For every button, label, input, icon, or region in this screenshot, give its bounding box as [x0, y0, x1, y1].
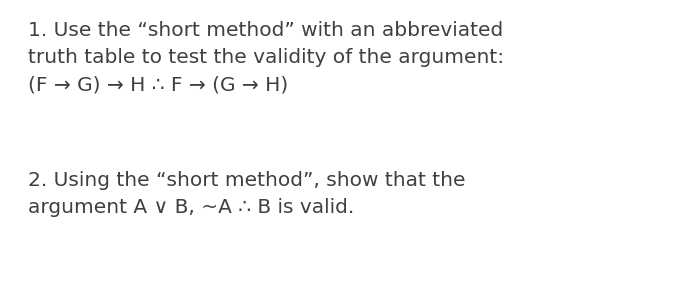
Text: 2. Using the “short method”, show that the
argument A ∨ B, ~A ∴ B is valid.: 2. Using the “short method”, show that t… — [28, 171, 466, 217]
Text: 1. Use the “short method” with an abbreviated
truth table to test the validity o: 1. Use the “short method” with an abbrev… — [28, 21, 504, 94]
